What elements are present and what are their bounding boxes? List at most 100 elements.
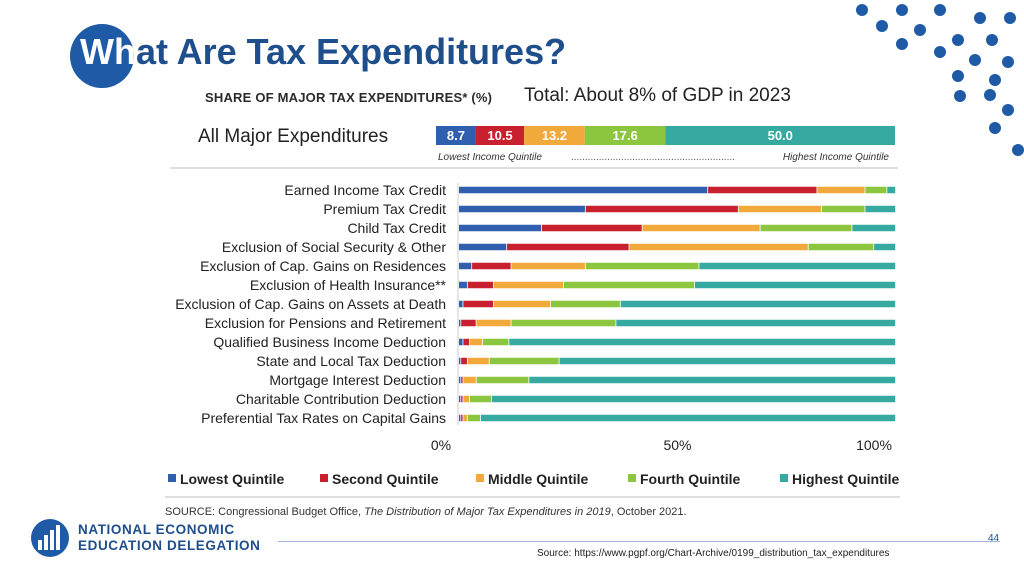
bar-segment-r2-q1 (459, 205, 585, 213)
bar-segment-r12-q1 (459, 395, 461, 403)
bar-segment-r2-q2 (585, 205, 738, 213)
legend-swatch-5 (780, 474, 788, 482)
bar-segment-r8-q3 (476, 319, 511, 327)
bar-segment-r2-q3 (738, 205, 821, 213)
bar-segment-r12-q4 (469, 395, 491, 403)
bar-segment-r13-q3 (463, 414, 467, 422)
bar-segment-r9-q4 (483, 338, 509, 346)
bar-segment-r3-q4 (760, 224, 852, 232)
summary-segment-3 (524, 126, 585, 145)
chart-source: SOURCE: Congressional Budget Office, The… (165, 506, 687, 518)
bar-segment-r1-q3 (817, 186, 865, 194)
summary-segment-1 (436, 126, 476, 145)
legend-label-2: Second Quintile (332, 471, 439, 487)
bar-segment-r13-q4 (467, 414, 481, 422)
category-label-1: Earned Income Tax Credit (284, 182, 446, 198)
bar-segment-r6-q3 (493, 281, 564, 289)
bar-segment-r4-q3 (629, 243, 808, 251)
legend-label-5: Highest Quintile (792, 471, 900, 487)
category-label-11: Mortgage Interest Deduction (269, 372, 446, 388)
bar-segment-r6-q1 (459, 281, 467, 289)
source-suffix: , October 2021. (610, 506, 687, 518)
bar-segment-r2-q5 (865, 205, 896, 213)
summary-dotted-leader: ........................................… (571, 152, 735, 163)
bar-segment-r11-q5 (529, 376, 896, 384)
bar-segment-r12-q3 (463, 395, 470, 403)
bar-segment-r7-q2 (463, 300, 494, 308)
bar-segment-r1-q2 (708, 186, 817, 194)
source-title: The Distribution of Major Tax Expenditur… (364, 506, 611, 518)
bar-segment-r10-q3 (467, 357, 489, 365)
source-prefix: SOURCE: Congressional Budget Office, (165, 506, 365, 518)
category-label-7: Exclusion of Cap. Gains on Assets at Dea… (175, 296, 446, 312)
title-highlight: Wh (80, 31, 136, 72)
bar-segment-r9-q5 (509, 338, 896, 346)
legend-label-3: Middle Quintile (488, 471, 589, 487)
bar-segment-r11-q3 (463, 376, 476, 384)
summary-segment-5 (665, 126, 895, 145)
title-circle-decoration (70, 24, 134, 88)
total-gdp-caption: Total: About 8% of GDP in 2023 (524, 85, 791, 106)
bar-segment-r7-q5 (620, 300, 896, 308)
bar-segment-r13-q2 (461, 414, 463, 422)
bar-segment-r3-q3 (642, 224, 760, 232)
bar-segment-r6-q5 (694, 281, 896, 289)
summary-value-label-3: 13.2 (542, 128, 567, 143)
bar-segment-r5-q5 (699, 262, 896, 270)
bar-segment-r1-q4 (865, 186, 887, 194)
decorative-dot-pattern (856, 4, 1024, 156)
bar-segment-r12-q5 (491, 395, 896, 403)
bar-segment-r10-q2 (461, 357, 467, 365)
bar-segment-r13-q5 (480, 414, 896, 422)
bar-segment-r5-q1 (459, 262, 472, 270)
summary-value-label-2: 10.5 (487, 128, 512, 143)
bar-segment-r11-q2 (461, 376, 463, 384)
bar-segment-r8-q4 (511, 319, 616, 327)
org-name-line2: EDUCATION DELEGATION (78, 538, 261, 553)
bar-segment-r4-q5 (874, 243, 896, 251)
bar-segment-r12-q2 (461, 395, 463, 403)
summary-segment-4 (584, 126, 666, 145)
bar-segment-r3-q5 (852, 224, 896, 232)
page-number: 44 (988, 533, 1000, 544)
category-label-12: Charitable Contribution Deduction (236, 391, 446, 407)
title-rest: at Are Tax Expenditures? (135, 31, 567, 72)
bar-segment-r1-q5 (887, 186, 896, 194)
category-label-6: Exclusion of Health Insurance** (250, 277, 447, 293)
legend-label-4: Fourth Quintile (640, 471, 741, 487)
x-tick-label-3: 100% (856, 437, 892, 453)
org-name: NATIONAL ECONOMIC EDUCATION DELEGATION (78, 522, 261, 554)
bar-segment-r8-q1 (459, 319, 461, 327)
bar-segment-r5-q3 (511, 262, 585, 270)
category-label-5: Exclusion of Cap. Gains on Residences (200, 258, 446, 274)
legend-swatch-1 (168, 474, 176, 482)
bar-segment-r13-q1 (459, 414, 461, 422)
bar-segment-r3-q2 (542, 224, 642, 232)
bar-segment-r2-q4 (821, 205, 865, 213)
bar-segment-r4-q2 (507, 243, 629, 251)
bar-segment-r10-q4 (489, 357, 559, 365)
legend-swatch-3 (476, 474, 484, 482)
summary-segment-2 (475, 126, 525, 145)
summary-value-label-5: 50.0 (768, 128, 793, 143)
bar-segment-r11-q4 (476, 376, 529, 384)
page-title: What Are Tax Expenditures? (80, 31, 566, 73)
need-logo-icon (31, 519, 69, 557)
category-label-8: Exclusion for Pensions and Retirement (205, 315, 446, 331)
legend-swatch-4 (628, 474, 636, 482)
bar-segment-r1-q1 (459, 186, 708, 194)
summary-value-label-1: 8.7 (447, 128, 465, 143)
bar-segment-r10-q5 (559, 357, 896, 365)
bar-segment-r7-q1 (459, 300, 463, 308)
bar-segment-r5-q4 (585, 262, 699, 270)
bar-segment-r6-q4 (563, 281, 695, 289)
summary-left-caption: Lowest Income Quintile (438, 152, 542, 163)
bar-segment-r9-q1 (459, 338, 463, 346)
org-name-line1: NATIONAL ECONOMIC (78, 522, 235, 537)
legend-swatch-2 (320, 474, 328, 482)
category-label-9: Qualified Business Income Deduction (213, 334, 446, 350)
source-url: Source: https://www.pgpf.org/Chart-Archi… (537, 548, 890, 559)
bar-segment-r9-q3 (469, 338, 483, 346)
footer-divider (278, 541, 1000, 542)
